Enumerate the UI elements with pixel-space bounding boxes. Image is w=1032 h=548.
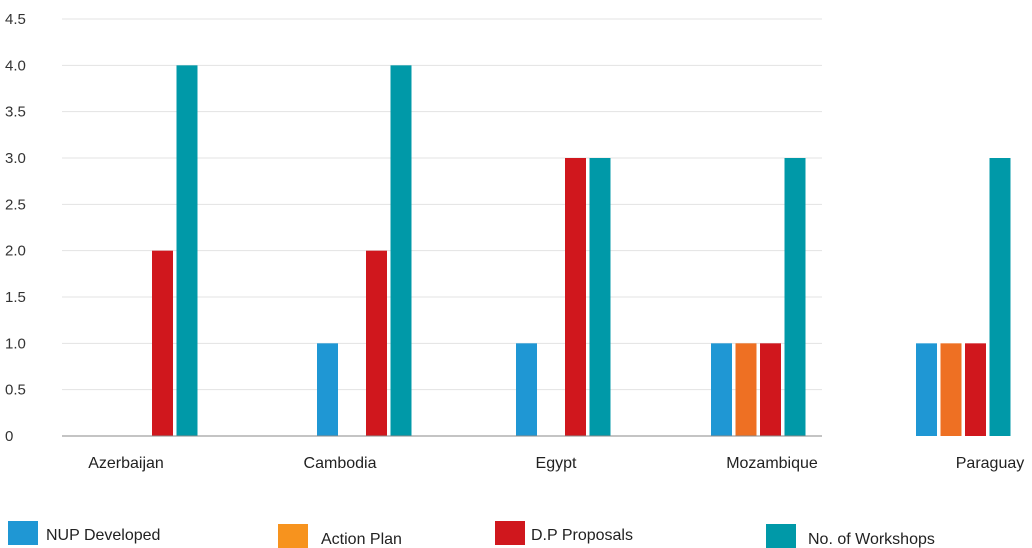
legend-label: D.P Proposals [531, 527, 633, 544]
bar-cambodia-series-2 [366, 250, 387, 436]
y-tick-label: 2.0 [5, 243, 26, 260]
bar-azerbaijan-series-3 [176, 65, 198, 436]
legend: NUP Developed Action Plan D.P Proposals No.… [8, 521, 935, 548]
y-tick-label: 0 [5, 428, 13, 445]
bar-paraguay-series-3 [989, 158, 1011, 436]
bar-mozambique-series-3 [784, 158, 806, 436]
bar-mozambique-series-0 [711, 343, 732, 436]
bars [152, 65, 1011, 436]
y-tick-label: 1.0 [5, 335, 26, 352]
x-axis-categories: Azerbaijan Cambodia Egypt Mozambique Paragua… [88, 455, 1024, 472]
y-tick-label: 3.5 [5, 104, 26, 121]
legend-swatch [495, 521, 525, 545]
x-category-label: Azerbaijan [88, 455, 164, 472]
y-tick-label: 1.5 [5, 289, 26, 306]
bar-cambodia-series-3 [390, 65, 412, 436]
y-tick-label: 0.5 [5, 382, 26, 399]
y-axis-ticks: 0 0.5 1.0 1.5 2.0 2.5 3.0 3.5 4.0 4.5 [5, 11, 26, 445]
bar-egypt-series-0 [516, 343, 537, 436]
y-tick-label: 4.5 [5, 11, 26, 28]
legend-label: NUP Developed [46, 527, 160, 544]
bar-azerbaijan-series-2 [152, 250, 173, 436]
bar-egypt-series-2 [565, 158, 586, 436]
y-tick-label: 2.5 [5, 196, 26, 213]
legend-swatch [766, 524, 796, 548]
legend-label: Action Plan [321, 531, 402, 548]
bar-paraguay-series-1 [940, 343, 962, 436]
y-tick-label: 4.0 [5, 57, 26, 74]
legend-swatch [8, 521, 38, 545]
x-category-label: Mozambique [726, 455, 818, 472]
gridlines [62, 18, 822, 391]
bar-mozambique-series-2 [760, 343, 781, 436]
bar-mozambique-series-1 [735, 343, 757, 436]
bar-paraguay-series-2 [965, 343, 986, 436]
x-category-label: Egypt [536, 455, 577, 472]
bar-paraguay-series-0 [916, 343, 937, 436]
y-tick-label: 3.0 [5, 150, 26, 167]
bar-cambodia-series-0 [317, 343, 338, 436]
legend-label: No. of Workshops [808, 531, 935, 548]
bar-egypt-series-3 [589, 158, 611, 436]
legend-swatch [278, 524, 308, 548]
x-category-label: Cambodia [304, 455, 377, 472]
x-category-label: Paraguay [956, 455, 1025, 472]
